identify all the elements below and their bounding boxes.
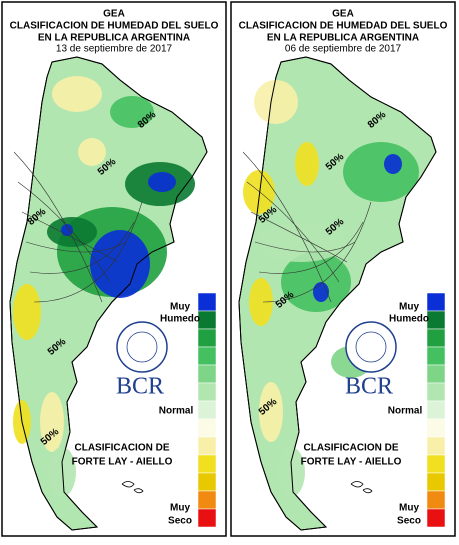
contour-line [13,151,103,303]
legend-label: Muy [399,302,419,313]
legend-swatch [197,418,217,438]
contour-line [33,201,143,303]
logo-seal [116,321,168,373]
moisture-area [295,142,319,186]
classification-line: FORTE LAY - AIELLO [72,457,173,468]
legend-label: Muy [399,503,419,514]
classification-line: CLASIFICACION DE [304,443,399,454]
legend-swatch [426,454,446,474]
title-line: EN LA REPUBLICA ARGENTINA [267,33,419,44]
legend-swatch [426,310,446,330]
country-outline [9,56,208,531]
contour-line [21,211,119,263]
legend-swatch [197,364,217,384]
legend-swatch [197,454,217,474]
moisture-area [90,230,150,298]
contour-line [262,201,372,303]
legend-swatch [426,436,446,456]
legend-label: Seco [397,516,421,527]
legend-swatch [426,382,446,402]
contour-line [250,211,348,263]
title-line: CLASIFICACION DE HUMEDAD DEL SUELO [239,21,448,32]
moisture-area [13,284,41,340]
moisture-area [384,154,402,174]
legend-label: Muy [170,302,190,313]
legend-swatch [197,346,217,366]
islands [121,481,144,494]
title-line: EN LA REPUBLICA ARGENTINA [38,33,190,44]
moisture-area [259,382,283,442]
moisture-area [313,282,329,302]
logo-seal-inner [126,331,158,363]
legend-label: Normal [159,406,194,417]
contour-line [17,181,111,283]
legend-swatch [197,490,217,510]
contour-line [242,151,332,303]
legend-swatch [197,508,217,528]
legend-swatch [197,292,217,312]
logo-text: BCR [116,374,164,400]
moisture-area [281,252,351,312]
legend-swatch [426,346,446,366]
legend-swatch [426,364,446,384]
contour-line [246,181,340,283]
legend-swatch [197,472,217,492]
legend-label: Normal [388,406,423,417]
moisture-area [48,447,76,497]
legend-label: Muy [170,503,190,514]
legend-label: Humedo [160,314,200,325]
title-line: CLASIFICACION DE HUMEDAD DEL SUELO [10,21,219,32]
legend-swatch [426,400,446,420]
moisture-area [110,96,154,128]
legend-swatch [197,328,217,348]
moisture-area [78,138,106,166]
classification-line: CLASIFICACION DE [75,443,170,454]
contour-line [29,221,135,274]
title-line: GEA [332,9,354,20]
islands [350,481,373,494]
legend-swatch [426,472,446,492]
legend-swatch [197,436,217,456]
legend-swatch [426,292,446,312]
date: 06 de septiembre de 2017 [285,44,402,55]
date: 13 de septiembre de 2017 [56,44,173,55]
legend-label: Humedo [389,314,429,325]
legend-swatch [197,382,217,402]
logo-seal [345,321,397,373]
contour-line [25,241,127,253]
title-line: GEA [103,9,125,20]
legend-swatch [197,310,217,330]
contour-line [254,241,356,253]
legend-swatch [426,328,446,348]
classification-line: FORTE LAY - AIELLO [301,457,402,468]
logo-seal-inner [355,331,387,363]
moisture-area [40,392,64,452]
country-outline [238,56,437,531]
legend-swatch [197,400,217,420]
legend-swatch [426,490,446,510]
moisture-area [343,142,419,202]
moisture-area [148,172,176,192]
contour-line [258,221,364,274]
moisture-area [256,222,346,262]
moisture-area [254,80,298,124]
legend-swatch [426,418,446,438]
legend-label: Seco [168,516,192,527]
moisture-area [52,76,102,112]
moisture-area [277,447,305,497]
legend-swatch [426,508,446,528]
moisture-area [249,278,273,326]
logo-text: BCR [345,374,393,400]
